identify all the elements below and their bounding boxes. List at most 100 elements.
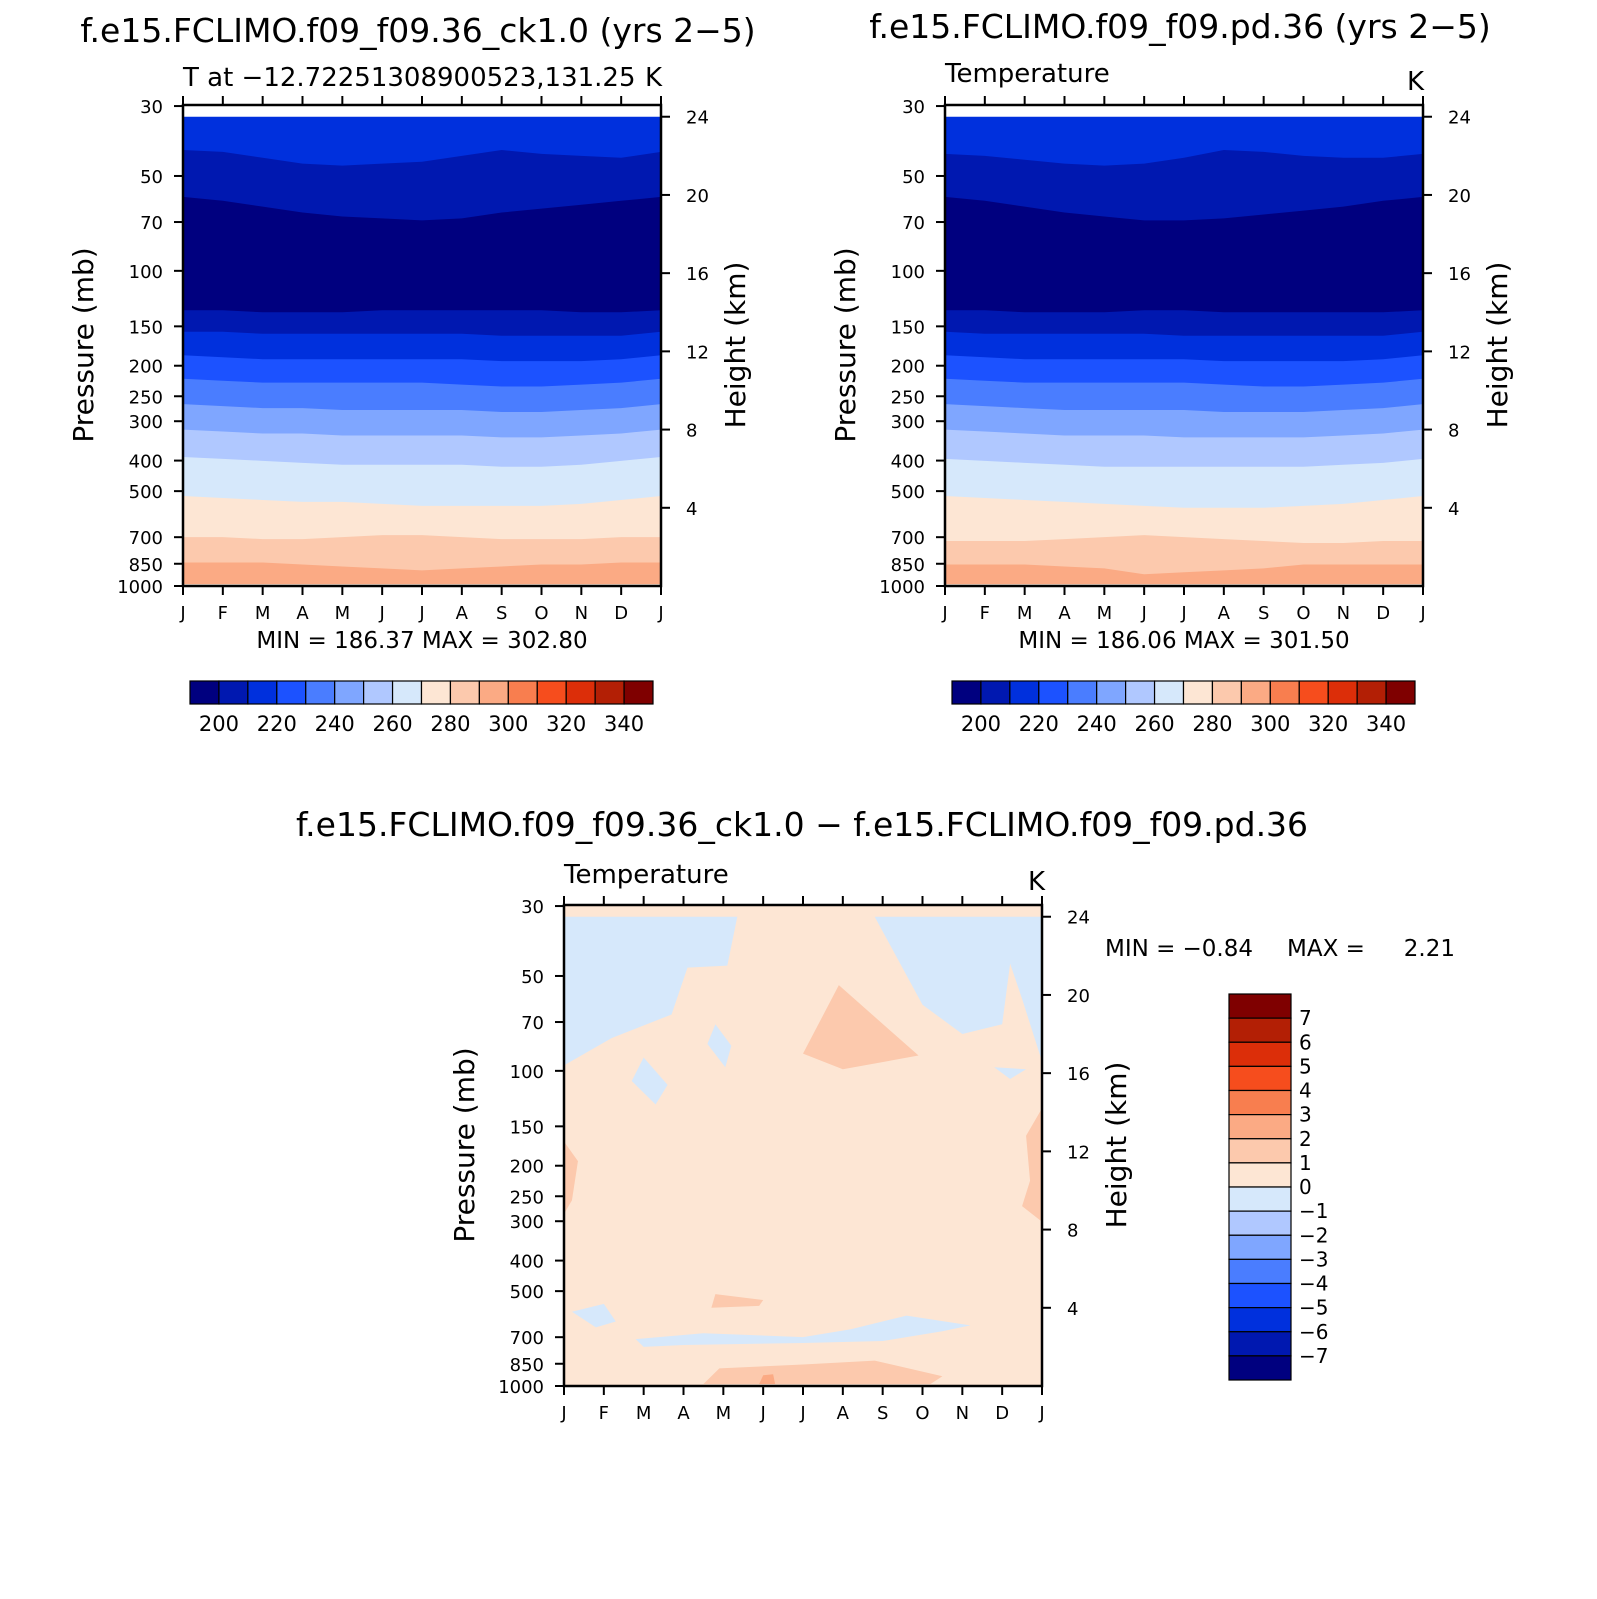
panel-3-colorbar-label: −2 [1299, 1223, 1328, 1247]
panel-1-y-right-tick-label: 12 [686, 342, 709, 363]
panel-3-x-tick-label: J [560, 1403, 566, 1424]
panel-3-colorbar-box [1228, 1307, 1292, 1333]
panel-1-colorbar-box [363, 680, 394, 705]
panel-2-y-tick-label: 50 [902, 167, 925, 188]
panel-1-colorbar: 200 220 240 260 280 300 320 340 [189, 680, 654, 736]
panel-2-colorbar-box [1153, 680, 1185, 705]
panel-1-x-tick-label: N [575, 603, 588, 624]
panel-1-x-tick-label: D [614, 603, 628, 624]
panel-1-y-right-tick-label: 8 [686, 421, 697, 442]
panel-3-colorbar-label: −1 [1299, 1199, 1328, 1223]
panel-3-y-tick-label: 30 [521, 897, 544, 918]
panel-1-band-12 [183, 562, 661, 586]
panel-3-colorbar-box [1228, 1210, 1292, 1236]
panel-1-contours [183, 116, 661, 586]
panel-3-region-3 [631, 1057, 668, 1105]
panel-3-y-tick-label: 500 [510, 1282, 544, 1303]
panel-3-x-tick-label: M [636, 1403, 652, 1424]
panel-1-y-tick-label: 70 [140, 213, 163, 234]
panel-1-y-right-tick-label: 16 [686, 264, 709, 285]
panel-3-colorbar-box [1228, 1138, 1292, 1164]
panel-3-ylabel: Pressure (mb) [448, 1047, 481, 1242]
panel-2-y-right-tick-label: 20 [1448, 186, 1471, 207]
panel-3-y-right-tick-label: 24 [1067, 908, 1090, 929]
panel-3-min-label: MIN = [1105, 936, 1175, 962]
panel-3: f.e15.FCLIMO.f09_f09.36_ck1.0 − f.e15.FC… [296, 805, 1455, 1424]
panel-3-region-7 [803, 985, 919, 1070]
panel-1-colorbar-label: 300 [488, 712, 528, 736]
panel-3-subtitle-right: K [1028, 867, 1046, 897]
panel-1-colorbar-label: 220 [257, 712, 297, 736]
panel-3-colorbar-label: −5 [1299, 1296, 1328, 1320]
panel-3-title: f.e15.FCLIMO.f09_f09.36_ck1.0 − f.e15.FC… [296, 805, 1308, 844]
panel-3-y-right-tick-label: 12 [1067, 1142, 1090, 1163]
panel-3-y-tick-label: 150 [510, 1117, 544, 1138]
panel-1-title: f.e15.FCLIMO.f09_f09.36_ck1.0 (yrs 2−5) [80, 11, 755, 50]
panel-1-y-tick-label: 200 [129, 357, 163, 378]
panel-3-colorbar-label: −6 [1299, 1320, 1328, 1344]
panel-2-x-tick-label: D [1376, 603, 1390, 624]
panel-1-colorbar-box [420, 680, 452, 705]
panel-3-colorbar-label: 3 [1299, 1103, 1312, 1127]
panel-2-colorbar-box [1356, 680, 1387, 705]
panel-3-colorbar-box [1228, 1355, 1292, 1381]
panel-1-y-tick-label: 1000 [117, 577, 163, 598]
panel-3-x-tick-label: M [716, 1403, 732, 1424]
panel-2-y-right-tick-label: 8 [1448, 421, 1459, 442]
panel-3-colorbar-box [1228, 1065, 1292, 1092]
panel-2-colorbar-label: 300 [1250, 712, 1290, 736]
panel-1-colorbar-box [507, 680, 538, 705]
panel-2-colorbar-box [1067, 680, 1098, 705]
panel-2-x-tick-label: J [1180, 603, 1186, 624]
panel-3-colorbar-box [1228, 1114, 1292, 1140]
panel-3-y-right-tick-label: 20 [1067, 986, 1090, 1007]
panel-2-y-right-tick-label: 16 [1448, 264, 1471, 285]
panel-2-colorbar-label: 260 [1135, 712, 1175, 736]
panel-3-subtitle-left: Temperature [563, 860, 729, 890]
panel-2-colorbar-box [1211, 680, 1242, 705]
panel-2-colorbar: 200 220 240 260 280 300 320 340 [951, 680, 1416, 736]
panel-1-y-ticks-right: 24 20 16 12 8 4 [661, 108, 709, 520]
panel-1-colorbar-box [536, 680, 567, 705]
panel-3-y-right-tick-label: 8 [1067, 1221, 1078, 1242]
panel-2-colorbar-box [980, 680, 1011, 705]
panel-2-colorbar-box [1269, 680, 1300, 705]
panel-2-subtitle-right: K [1407, 67, 1425, 97]
panel-1-y-tick-label: 400 [129, 452, 163, 473]
panel-1-subtitle-left: T at −12.72251308900523,131.25 [182, 63, 636, 93]
panel-1-colorbar-box [449, 680, 480, 705]
panel-3-region-12 [759, 1374, 776, 1385]
panel-2-y-tick-label: 1000 [879, 577, 925, 598]
panel-2-colorbar-box [1327, 680, 1358, 705]
panel-1-colorbar-label: 280 [430, 712, 470, 736]
panel-1-colorbar-label: 200 [199, 712, 239, 736]
panel-3-region-2 [707, 1024, 732, 1068]
panel-3-region-4 [994, 1067, 1027, 1080]
panel-1-y-right-tick-label: 24 [686, 108, 709, 129]
panel-1-x-tick-label: F [218, 603, 228, 624]
panel-3-x-tick-label: F [599, 1403, 609, 1424]
panel-3-colorbar-label: 2 [1299, 1127, 1312, 1151]
panel-2-ylabel-right: Height (km) [1481, 262, 1514, 429]
panel-3-colorbar-box [1228, 1017, 1292, 1043]
panel-2-y-tick-label: 700 [891, 528, 925, 549]
panel-2-y-tick-label: 250 [891, 387, 925, 408]
panel-3-y-tick-label: 250 [510, 1187, 544, 1208]
panel-2-colorbar-box [1298, 680, 1329, 705]
panel-2-colorbar-box [1182, 680, 1214, 705]
panel-3-y-tick-label: 300 [510, 1212, 544, 1233]
panel-3-y-tick-label: 70 [521, 1013, 544, 1034]
panel-2-ylabel: Pressure (mb) [829, 247, 862, 442]
panel-3-x-tick-label: J [1038, 1403, 1044, 1424]
panel-1-colorbar-box [594, 680, 625, 705]
panel-3-colorbar-box [1228, 1234, 1292, 1260]
panel-2-x-tick-label: J [1419, 603, 1425, 624]
panel-2-y-ticks-right: 24 20 16 12 8 4 [1423, 108, 1471, 520]
panel-2-y-tick-label: 850 [891, 555, 925, 576]
panel-1-colorbar-box [276, 680, 307, 705]
panel-2-colorbar-label: 240 [1077, 712, 1117, 736]
panel-3-max-label: MAX = [1287, 936, 1365, 962]
